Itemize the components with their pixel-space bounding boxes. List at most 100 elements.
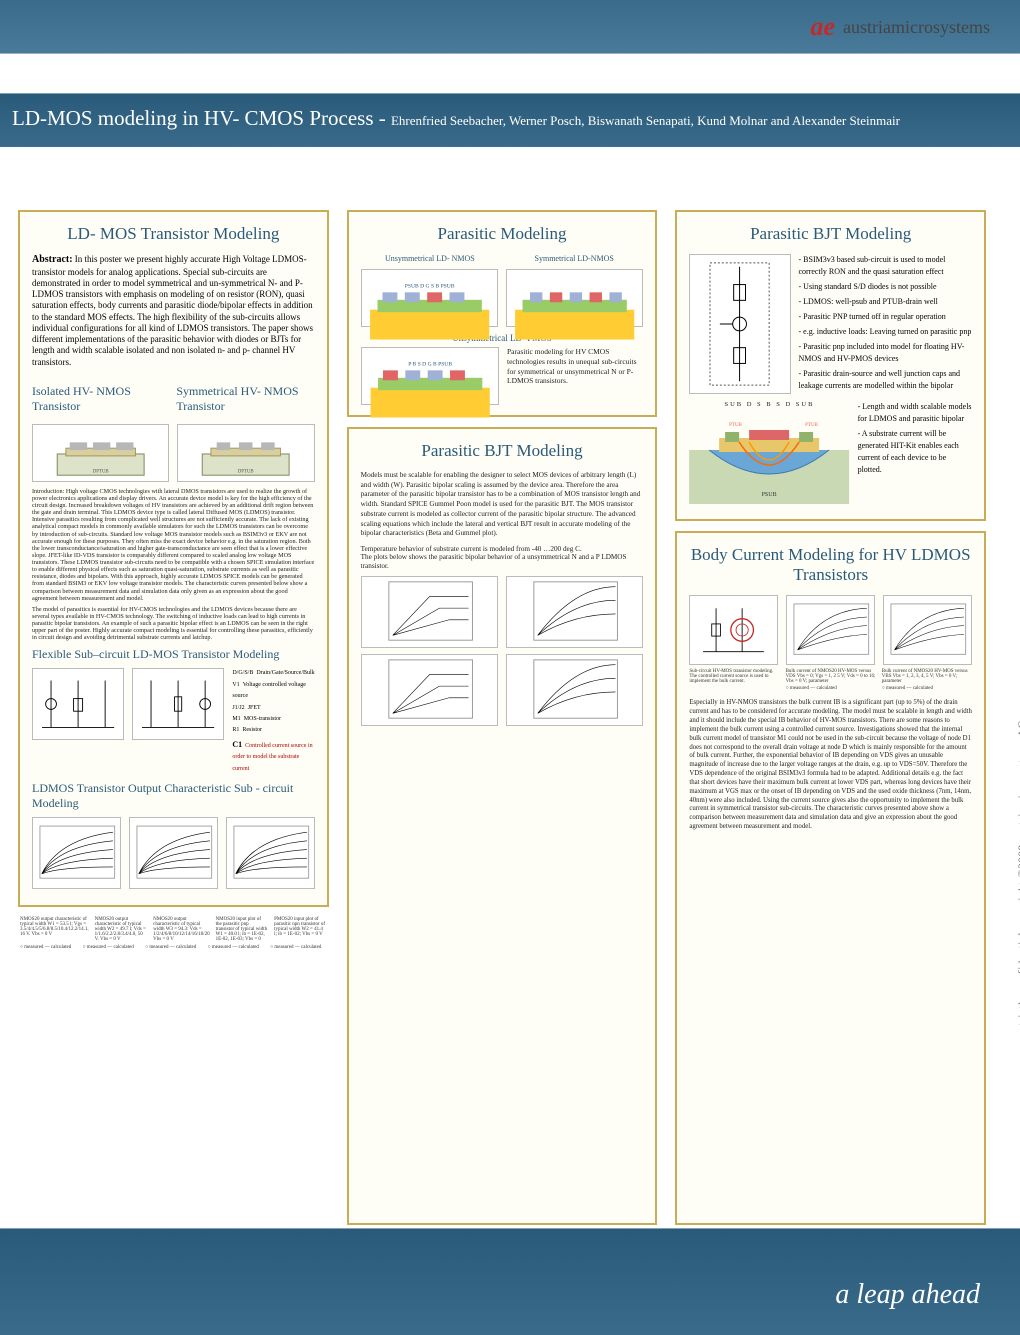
plots-text: The plots below shows the parasitic bipo… xyxy=(361,553,644,570)
para-bjt-right-box: Parasitic BJT Modeling - BSIM3v3 based s… xyxy=(675,210,986,521)
svg-text:DPTUB: DPTUB xyxy=(238,469,254,474)
sym-n-label: Symmetrical LD-NMOS xyxy=(505,254,643,263)
ld-mos-modeling-box: LD- MOS Transistor Modeling Abstract: In… xyxy=(18,210,329,907)
para-labels: Unsymmetrical LD- NMOS Symmetrical LD-NM… xyxy=(361,254,644,263)
b8: - A substrate current will be generated … xyxy=(858,428,972,476)
body-current-charts xyxy=(689,595,972,665)
c3meas3: ○ measured — calculated xyxy=(882,686,972,691)
b4: - e.g. inductive loads: Leaving turned o… xyxy=(799,326,973,338)
cap5: PMOS20 input plot of parasitic npn trans… xyxy=(274,917,327,942)
bullets-right: - Length and width scalable models for L… xyxy=(858,401,972,479)
column-2: Parasitic Modeling Unsymmetrical LD- NMO… xyxy=(347,210,658,1225)
authors: Ehrenfried Seebacher, Werner Posch, Bisw… xyxy=(391,113,900,128)
device-heading-row: Isolated HV- NMOS Transistor Symmetrical… xyxy=(32,378,315,418)
bjt-plot-row1 xyxy=(361,576,644,648)
meas1: ○ measured — calculated xyxy=(20,945,77,950)
intro-text-2: The model of parasitics is essential for… xyxy=(32,606,315,642)
b5: - Parasitic pnp included into model for … xyxy=(799,341,973,365)
b2: - LDMOS: well-psub and PTUB-drain well xyxy=(799,296,973,308)
unsym-n-label: Unsymmetrical LD- NMOS xyxy=(361,254,499,263)
lg-v4: MOS-transistor xyxy=(244,716,281,722)
col2-sec1: Parasitic Modeling xyxy=(361,224,644,244)
lg-k4: M1 xyxy=(232,716,240,722)
c3cap2: Bulk current of NMOS20 HV-MOS versus VDS… xyxy=(786,669,876,684)
c3meas2: ○ measured — calculated xyxy=(786,686,876,691)
bjt-plot-1 xyxy=(361,576,498,648)
body-chart-2 xyxy=(883,595,972,665)
company-logo: ae austriamicrosystems xyxy=(810,12,990,42)
parasitic-bjt-box: Parasitic BJT Modeling Models must be sc… xyxy=(347,427,658,1225)
para-xsec-row2: P B S D G B PSUB Parasitic modeling for … xyxy=(361,347,644,405)
intro-text: Introduction: High voltage CMOS technolo… xyxy=(32,488,315,602)
lg-v1: Drain/Gate/Source/Bulk xyxy=(256,670,314,676)
cap4: NMOS20 input plot of the parasitic pnp t… xyxy=(216,917,269,942)
iso-xsec: DPTUB xyxy=(32,424,169,482)
logo-name: austriamicrosystems xyxy=(843,17,990,38)
bjt-plot-row2 xyxy=(361,654,644,726)
col1-section-title: LD- MOS Transistor Modeling xyxy=(32,224,315,244)
bullet-list: - BSIM3v3 based sub-circuit is used to m… xyxy=(799,254,973,395)
c3cap3: Bulk current of NMOS20 HV-MOS versus VBS… xyxy=(882,669,972,684)
b7: - Length and width scalable models for L… xyxy=(858,401,972,425)
body-chart-1 xyxy=(786,595,875,665)
col3-sec2: Body Current Modeling for HV LDMOS Trans… xyxy=(689,545,972,585)
xsec-labels: SUB D S B S D SUB xyxy=(689,401,849,408)
sym-subhead: Symmetrical HV- NMOS Transistor xyxy=(176,384,314,414)
device-xsec-large: SUB D S B S D SUB PSUB PTUB PTUB xyxy=(689,401,849,509)
lg-k6: C1 xyxy=(232,740,242,749)
content-area: LD- MOS Transistor Modeling Abstract: In… xyxy=(18,210,986,1225)
svg-text:PSUB D G S B PSUB: PSUB D G S B PSUB xyxy=(404,283,454,289)
para-text: Parasitic modeling for HV CMOS technolog… xyxy=(507,347,643,386)
bjt-plot-4 xyxy=(506,654,643,726)
parasitic-modeling-box: Parasitic Modeling Unsymmetrical LD- NMO… xyxy=(347,210,658,417)
flex-circuit-row: D/G/S/B Drain/Gate/Source/Bulk V1 Voltag… xyxy=(32,668,315,775)
temp-text: Temperature behavior of substrate curren… xyxy=(361,545,644,553)
scale-text: Models must be scalable for enabling the… xyxy=(361,471,644,539)
sym-xsec: DPTUB xyxy=(177,424,314,482)
cap1: NMOS20 output characteristic of typical … xyxy=(20,917,89,942)
tagline: a leap ahead xyxy=(835,1279,980,1311)
meas2: ○ measured — calculated xyxy=(83,945,140,950)
iv-3 xyxy=(226,817,315,889)
iv-1 xyxy=(32,817,121,889)
svg-text:PTUB: PTUB xyxy=(805,423,818,428)
poster-title: LD-MOS modeling in HV- CMOS Process - Eh… xyxy=(12,106,1008,131)
logo-glyph: ae xyxy=(810,12,835,42)
lg-v6: Controlled current source in order to mo… xyxy=(232,743,312,772)
column-1: LD- MOS Transistor Modeling Abstract: In… xyxy=(18,210,329,1225)
b3: - Parasitic PNP turned off in regular op… xyxy=(799,311,973,323)
bjt-schem-bullets: - BSIM3v3 based sub-circuit is used to m… xyxy=(689,254,972,395)
meas4: ○ measured — calculated xyxy=(208,945,265,950)
caption-block: NMOS20 output characteristic of typical … xyxy=(18,917,329,950)
body-schem xyxy=(689,595,778,665)
title-text: LD-MOS modeling in HV- CMOS Process - xyxy=(12,106,386,130)
col3-sec1: Parasitic BJT Modeling xyxy=(689,224,972,244)
col2-sec2: Parasitic BJT Modeling xyxy=(361,441,644,461)
lg-k5: R1 xyxy=(232,727,239,733)
lg-v5: Resistor xyxy=(242,727,262,733)
iso-subhead: Isolated HV- NMOS Transistor xyxy=(32,384,170,414)
unsym-n-xsec: PSUB D G S B PSUB xyxy=(361,269,498,327)
bjt-xsec-bullets: SUB D S B S D SUB PSUB PTUB PTUB xyxy=(689,401,972,509)
meas5: ○ measured — calculated xyxy=(270,945,327,950)
copyright: strictly confidential copyright ©2008 au… xyxy=(1016,720,1020,1030)
lg-k3: J1/J2 xyxy=(232,705,244,711)
unsym-p-xsec: P B S D G B PSUB xyxy=(361,347,499,405)
bjt-schematic xyxy=(689,254,790,394)
abstract-text: In this poster we present highly accurat… xyxy=(32,254,313,367)
flex-circuit-2 xyxy=(132,668,224,740)
sym-n-xsec xyxy=(506,269,643,327)
svg-text:DPTUB: DPTUB xyxy=(93,469,109,474)
abstract-label: Abstract: xyxy=(32,254,73,265)
c3cap1: Sub-circuit HV-MOS transistor modeling. … xyxy=(689,669,779,684)
device-cross-sections: DPTUB DPTUB xyxy=(32,424,315,482)
flex-legend: D/G/S/B Drain/Gate/Source/Bulk V1 Voltag… xyxy=(232,668,314,775)
svg-text:PTUB: PTUB xyxy=(729,423,742,428)
output-char-row xyxy=(32,817,315,889)
column-3: Parasitic BJT Modeling - BSIM3v3 based s… xyxy=(675,210,986,1225)
lg-v3: JFET xyxy=(248,705,261,711)
output-char-subhead: LDMOS Transistor Output Characteristic S… xyxy=(32,781,315,811)
b6: - Parasitic drain-source and well juncti… xyxy=(799,368,973,392)
abstract: Abstract: In this poster we present high… xyxy=(32,254,315,368)
body-text: Especially in HV-NMOS transistors the bu… xyxy=(689,699,972,831)
